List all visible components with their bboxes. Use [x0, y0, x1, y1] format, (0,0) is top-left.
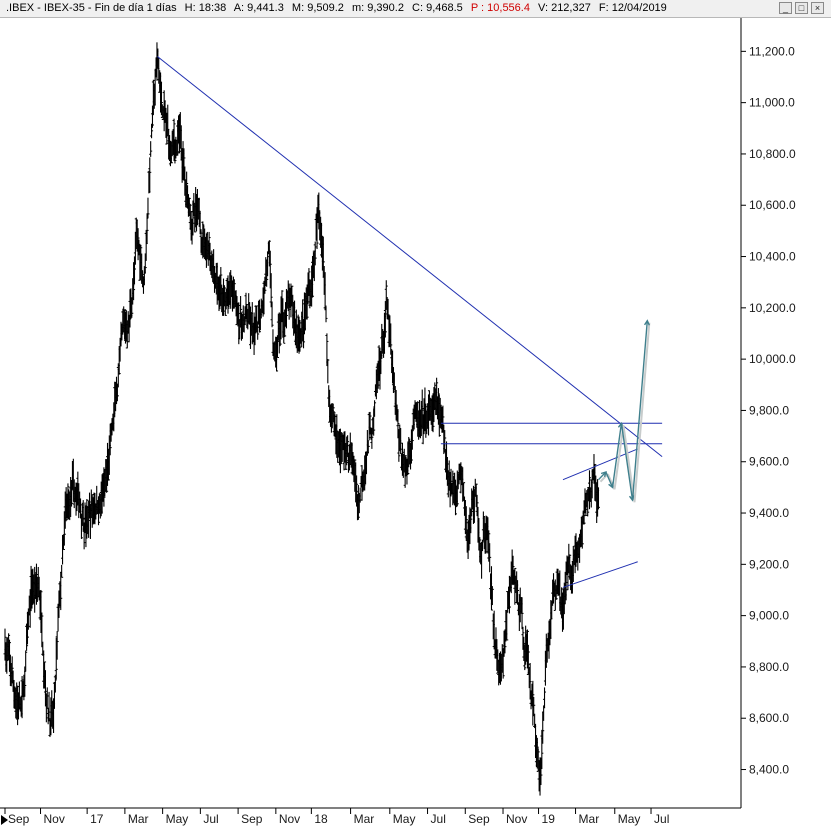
projection-shadow — [613, 425, 625, 490]
projection-path — [597, 319, 651, 503]
time-tick-label: Sep — [241, 812, 263, 826]
time-tick-label: Sep — [468, 812, 490, 826]
projection-segment[interactable] — [611, 423, 623, 488]
time-tick-label: Jul — [431, 812, 446, 826]
price-tick-label: 10,800.0 — [749, 147, 796, 161]
price-tick-label: 10,200.0 — [749, 301, 796, 315]
price-tick-label: 9,600.0 — [749, 455, 789, 469]
price-tick-label: 9,800.0 — [749, 403, 789, 417]
price-tick-label: 8,400.0 — [749, 763, 789, 777]
time-tick-label: Nov — [44, 812, 65, 826]
price-tick-label: 9,400.0 — [749, 506, 789, 520]
max-value: M: 9,509.2 — [291, 2, 344, 14]
price-tick-label: 10,000.0 — [749, 352, 796, 366]
projection-segment[interactable] — [620, 423, 634, 501]
high-value: H: 18:38 — [184, 2, 227, 14]
projection-segment[interactable] — [597, 471, 607, 481]
time-tick-label: May — [393, 812, 416, 826]
price-bars — [3, 42, 600, 796]
time-tick-label: May — [618, 812, 641, 826]
time-tick-label: 18 — [314, 812, 328, 826]
time-axis: Sep Nov 17 Mar May Jul Sep Nov 18 Mar May Jul Sep Nov… — [4, 808, 669, 826]
projection-shadow — [606, 473, 616, 490]
time-tick-label: Nov — [506, 812, 527, 826]
trendline[interactable] — [562, 561, 638, 588]
projection-shadow — [633, 322, 651, 503]
time-tick-label: Sep — [8, 812, 30, 826]
time-tick-label: 17 — [90, 812, 104, 826]
time-tick-label: Jul — [203, 812, 218, 826]
open-value: A: 9,441.3 — [233, 2, 284, 14]
time-tick-label: 19 — [542, 812, 556, 826]
close-button[interactable]: × — [811, 2, 824, 14]
time-tick-label: Jul — [654, 812, 669, 826]
price-tick-label: 9,200.0 — [749, 557, 789, 571]
projection-arrowhead — [643, 319, 650, 326]
price-tick-label: 10,400.0 — [749, 250, 796, 264]
quote-summary: .IBEX - IBEX-35 - Fin de día 1 días H: 1… — [6, 0, 672, 17]
chart-window-titlebar: .IBEX - IBEX-35 - Fin de día 1 días H: 1… — [0, 0, 831, 18]
price-tick-label: 10,600.0 — [749, 198, 796, 212]
time-tick-label: Nov — [279, 812, 300, 826]
date-value: F: 12/04/2019 — [598, 2, 667, 14]
price-tick-label: 8,800.0 — [749, 660, 789, 674]
price-tick-label: 11,000.0 — [749, 96, 795, 110]
p-value: P : 10,556.4 — [470, 2, 530, 14]
min-value: m: 9,390.2 — [351, 2, 404, 14]
price-tick-label: 8,600.0 — [749, 711, 789, 725]
price-tick-label: 9,000.0 — [749, 609, 789, 623]
time-tick-label: May — [166, 812, 189, 826]
scroll-left-icon[interactable] — [1, 815, 8, 825]
time-tick-label: Mar — [354, 812, 375, 826]
price-axis: 11,200.0 11,000.0 10,800.0 10,600.0 10,400.0… — [741, 44, 796, 777]
symbol-label: .IBEX - IBEX-35 - Fin de día 1 días — [6, 2, 177, 14]
projection-shadow — [622, 425, 636, 503]
price-chart[interactable]: 11,200.0 11,000.0 10,800.0 10,600.0 10,400.0… — [0, 18, 831, 829]
time-tick-label: Mar — [128, 812, 149, 826]
close-value: C: 9,468.5 — [412, 2, 463, 14]
projection-segment[interactable] — [631, 320, 649, 501]
projection-segment[interactable] — [605, 471, 614, 488]
trendline[interactable] — [157, 56, 663, 457]
time-tick-label: Mar — [579, 812, 600, 826]
price-tick-label: 11,200.0 — [749, 44, 795, 58]
maximize-button[interactable]: □ — [795, 2, 808, 14]
volume-value: V: 212,327 — [538, 2, 591, 14]
minimize-button[interactable]: _ — [779, 2, 792, 14]
